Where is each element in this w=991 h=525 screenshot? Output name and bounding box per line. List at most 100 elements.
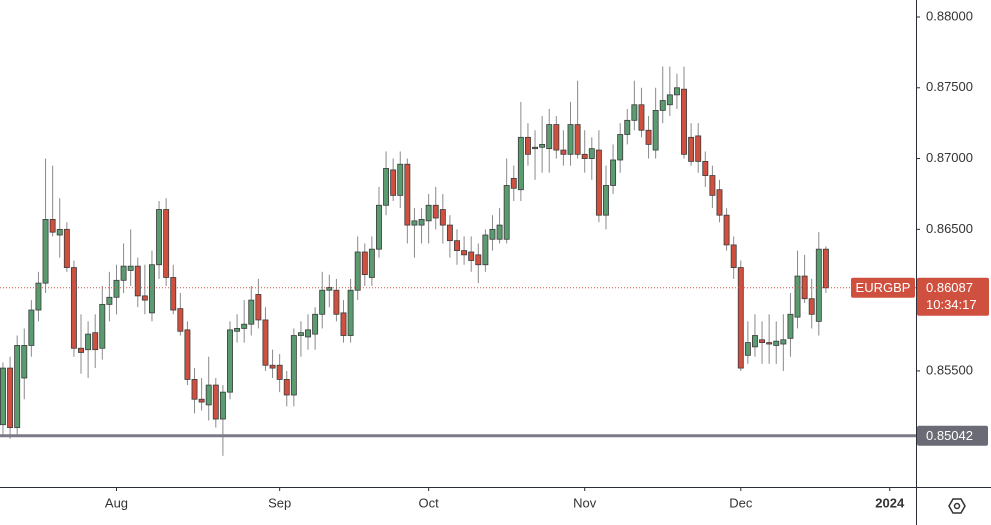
candle-body <box>99 303 106 349</box>
level-label: 0.85042 <box>926 428 973 443</box>
candle-body <box>702 160 709 176</box>
candle-body <box>482 234 489 266</box>
candle-body <box>652 110 659 151</box>
candle-body <box>255 294 262 321</box>
last-price-label: 0.86087 <box>926 280 973 295</box>
candle-body <box>681 88 687 155</box>
candle-body <box>752 335 758 348</box>
candle-body <box>7 367 14 428</box>
candle-body <box>305 329 311 338</box>
candle-body <box>184 329 191 380</box>
x-tick-label: Sep <box>268 495 291 510</box>
candle-body <box>546 124 553 150</box>
price-badge <box>917 277 989 316</box>
candle-body <box>645 129 652 145</box>
candle-body <box>205 384 212 406</box>
candle-body <box>461 250 468 256</box>
candle-body <box>673 87 680 96</box>
candle-body <box>524 136 531 155</box>
candle-body <box>631 104 638 121</box>
candle-body <box>248 299 255 325</box>
candle-body <box>759 339 766 343</box>
candle-body <box>297 332 304 336</box>
candle-body <box>28 309 35 346</box>
candle-body <box>766 342 773 345</box>
candle-body <box>744 342 751 356</box>
candle-body <box>418 219 425 226</box>
candle-body <box>177 308 184 332</box>
candle-body <box>262 319 269 366</box>
candle-body <box>70 267 77 349</box>
candle-body <box>347 289 354 336</box>
candle-body <box>688 136 695 162</box>
candle-body <box>603 185 609 216</box>
candle-body <box>666 94 673 106</box>
candle-body <box>560 149 567 155</box>
candle-body <box>822 248 829 289</box>
candle-body <box>404 163 411 226</box>
candle-body <box>113 279 120 298</box>
candle-body <box>141 295 148 301</box>
candle-body <box>737 267 744 369</box>
candle-body <box>773 340 780 346</box>
y-tick-label: 0.87500 <box>926 79 973 94</box>
candle-body <box>290 335 297 396</box>
candle-body <box>659 100 666 111</box>
candle-body <box>106 296 113 305</box>
plot-area <box>0 66 916 456</box>
candle-body <box>49 219 56 233</box>
candle-body <box>730 244 737 268</box>
candle-body <box>454 240 460 251</box>
x-tick-label: Dec <box>729 495 753 510</box>
candle-body <box>212 384 219 420</box>
candle-body <box>361 251 368 276</box>
candle-body <box>581 153 588 159</box>
candle-body <box>475 254 482 266</box>
candle-body <box>319 289 326 315</box>
candle-body <box>63 228 70 268</box>
candle-body <box>198 398 205 403</box>
x-tick-label: Nov <box>573 495 597 510</box>
candle-body <box>376 204 382 250</box>
candle-body <box>156 209 163 266</box>
candle-body <box>312 313 319 335</box>
candle-body <box>227 329 233 393</box>
candle-body <box>709 175 716 196</box>
candle-body <box>624 119 631 135</box>
candle-body <box>517 136 524 191</box>
candle-body <box>489 228 496 240</box>
settings-icon-center <box>953 502 961 510</box>
candle-body <box>134 265 141 297</box>
candle-body <box>439 209 446 226</box>
candle-body <box>283 379 290 396</box>
candle-body <box>532 146 538 150</box>
candle-body <box>567 124 574 155</box>
candle-body <box>787 313 794 339</box>
candle-body <box>588 148 595 159</box>
candle-body <box>510 177 517 189</box>
settings-icon <box>948 498 966 514</box>
candle-body <box>610 159 617 186</box>
settings-button[interactable] <box>948 498 966 514</box>
y-tick-label: 0.87000 <box>926 150 973 165</box>
candle-body <box>163 209 170 278</box>
x-tick-label: Oct <box>419 495 440 510</box>
candle-body <box>468 251 475 261</box>
candle-body <box>815 248 822 322</box>
candle-body <box>574 124 581 155</box>
candle-body <box>241 323 248 329</box>
candle-body <box>326 286 333 291</box>
candle-body <box>617 134 624 161</box>
candle-body <box>695 135 702 162</box>
x-tick-label: 2024 <box>875 495 905 510</box>
candle-body <box>92 332 99 351</box>
candle-body <box>595 149 602 216</box>
candle-body <box>383 168 390 206</box>
candle-body <box>269 364 276 369</box>
candle-body <box>120 265 127 281</box>
symbol-label: EURGBP <box>856 280 911 295</box>
axis-labels: 0.855000.860000.865000.870000.875000.880… <box>105 8 989 510</box>
candle-body <box>78 347 84 353</box>
